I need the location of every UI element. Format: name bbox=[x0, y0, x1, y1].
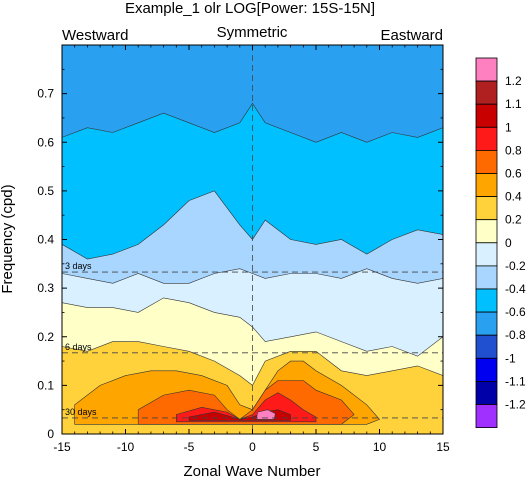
colorbar-label: -0.2 bbox=[505, 259, 526, 273]
y-tick-label: 0.5 bbox=[37, 184, 54, 198]
chart-title: Example_1 olr LOG[Power: 15S-15N] bbox=[125, 0, 375, 17]
colorbar-box bbox=[475, 242, 498, 267]
colorbar-box bbox=[475, 311, 498, 336]
colorbar-label: -1 bbox=[505, 351, 516, 365]
colorbar-label: -1.2 bbox=[505, 398, 526, 412]
reference-lines: 3 days 6 days 30 days bbox=[62, 45, 443, 434]
y-axis-ticks: 0 0.1 0.2 0.3 0.4 0.5 0.6 0.7 bbox=[37, 68, 443, 441]
y-tick-label: 0.7 bbox=[37, 87, 54, 101]
y-tick-label: 0.4 bbox=[37, 233, 54, 247]
x-tick-label: 5 bbox=[313, 440, 320, 454]
colorbar-label: 0.2 bbox=[505, 213, 522, 227]
colorbar-box bbox=[475, 265, 498, 290]
colorbar-box bbox=[475, 380, 498, 405]
y-tick-label: 0.3 bbox=[37, 281, 54, 295]
colorbar-box bbox=[475, 219, 498, 244]
colorbar-box bbox=[475, 80, 498, 105]
colorbar-label: 0.4 bbox=[505, 190, 522, 204]
colorbar-label: 0.8 bbox=[505, 143, 522, 157]
colorbar-label: 1.1 bbox=[505, 97, 522, 111]
eastward-header: Eastward bbox=[380, 27, 443, 44]
level-1.2-region bbox=[255, 409, 276, 420]
symmetric-header: Symmetric bbox=[217, 24, 288, 41]
colorbar-label: -1.1 bbox=[505, 374, 526, 388]
colorbar-box bbox=[475, 103, 498, 128]
colorbar-label: 0 bbox=[505, 236, 512, 250]
x-tick-label: 10 bbox=[373, 440, 387, 454]
colorbar-label: -0.4 bbox=[505, 282, 526, 296]
colorbar-box bbox=[475, 288, 498, 313]
x-tick-label: -10 bbox=[117, 440, 135, 454]
period-line-label: 30 days bbox=[65, 407, 97, 417]
colorbar: 1.2 1.1 1 0.8 0.6 0.4 0.2 0 -0.2 -0.4 -0.6 -0.8 -1 -1… bbox=[475, 57, 526, 429]
colorbar-label: -0.6 bbox=[505, 305, 526, 319]
colorbar-label: 1 bbox=[505, 120, 512, 134]
y-tick-label: 0.1 bbox=[37, 378, 54, 392]
period-line-label: 6 days bbox=[65, 342, 92, 352]
y-tick-label: 0.6 bbox=[37, 135, 54, 149]
x-tick-label: -5 bbox=[184, 440, 195, 454]
x-axis-ticks: -15 -10 -5 0 5 10 15 bbox=[53, 45, 450, 454]
colorbar-box bbox=[475, 149, 498, 174]
colorbar-label: -0.8 bbox=[505, 328, 526, 342]
colorbar-box bbox=[475, 334, 498, 359]
colorbar-box bbox=[475, 126, 498, 151]
colorbar-label: 1.2 bbox=[505, 74, 522, 88]
colorbar-box bbox=[475, 357, 498, 382]
colorbar-box bbox=[475, 57, 498, 82]
x-tick-label: 15 bbox=[436, 440, 450, 454]
y-axis-label: Frequency (cpd) bbox=[0, 184, 16, 293]
colorbar-box bbox=[475, 196, 498, 221]
x-axis-label: Zonal Wave Number bbox=[184, 463, 321, 480]
period-line-label: 3 days bbox=[65, 261, 92, 271]
x-tick-label: 0 bbox=[249, 440, 256, 454]
westward-header: Westward bbox=[62, 27, 128, 44]
colorbar-label: 0.6 bbox=[505, 167, 522, 181]
colorbar-box bbox=[475, 404, 498, 429]
x-tick-label: -15 bbox=[53, 440, 71, 454]
colorbar-box bbox=[475, 173, 498, 198]
y-tick-label: 0 bbox=[47, 427, 54, 441]
y-tick-label: 0.2 bbox=[37, 330, 54, 344]
